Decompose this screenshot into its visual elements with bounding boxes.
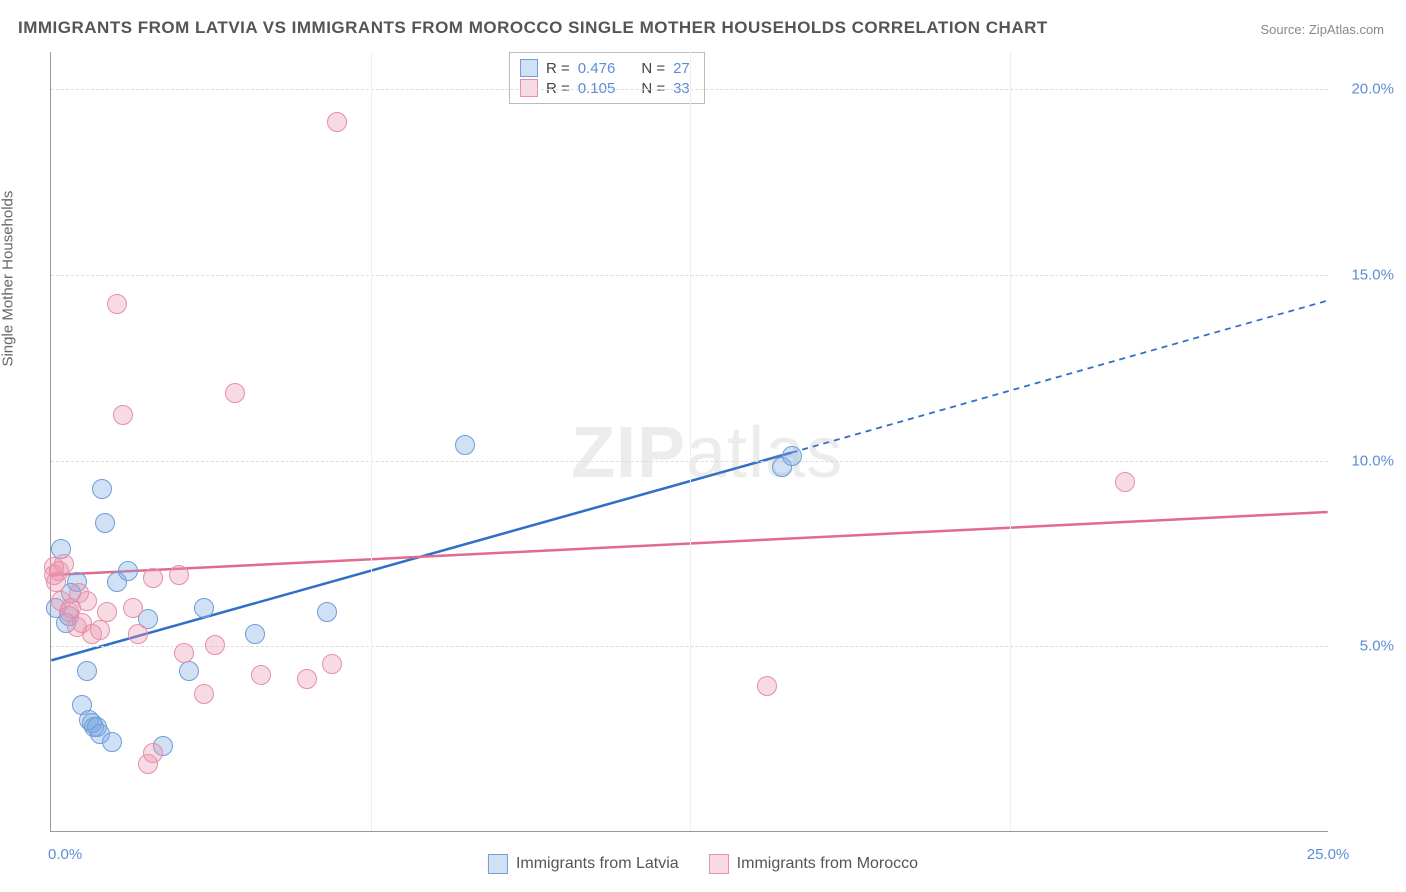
- vgridline: [371, 52, 372, 831]
- y-tick-label: 5.0%: [1360, 638, 1394, 655]
- data-point: [90, 620, 110, 640]
- r-label: R =: [546, 60, 570, 77]
- data-point: [317, 602, 337, 622]
- watermark-zip: ZIP: [571, 413, 686, 493]
- watermark: ZIPatlas: [571, 412, 843, 494]
- data-point: [102, 732, 122, 752]
- data-point: [251, 665, 271, 685]
- y-tick-label: 10.0%: [1351, 452, 1394, 469]
- n-label: N =: [641, 80, 665, 97]
- data-point: [1115, 472, 1135, 492]
- legend-label: Immigrants from Latvia: [516, 855, 679, 873]
- data-point: [123, 598, 143, 618]
- data-point: [322, 654, 342, 674]
- r-value: 0.476: [578, 60, 616, 77]
- n-label: N =: [641, 60, 665, 77]
- legend-item: Immigrants from Morocco: [709, 854, 918, 874]
- data-point: [77, 591, 97, 611]
- legend-label: Immigrants from Morocco: [737, 855, 918, 873]
- stats-row: R = 0.476 N = 27: [520, 59, 690, 77]
- data-point: [169, 565, 189, 585]
- data-point: [245, 624, 265, 644]
- data-point: [174, 643, 194, 663]
- data-point: [128, 624, 148, 644]
- y-tick-label: 20.0%: [1351, 81, 1394, 98]
- series-swatch: [520, 79, 538, 97]
- vgridline: [1010, 52, 1011, 831]
- scatter-plot-area: ZIPatlas R = 0.476 N = 27 R = 0.105 N = 33: [50, 52, 1328, 832]
- data-point: [327, 112, 347, 132]
- data-point: [757, 676, 777, 696]
- n-value: 33: [673, 80, 690, 97]
- data-point: [225, 383, 245, 403]
- data-point: [194, 598, 214, 618]
- data-point: [107, 294, 127, 314]
- legend-item: Immigrants from Latvia: [488, 854, 679, 874]
- data-point: [95, 513, 115, 533]
- data-point: [143, 743, 163, 763]
- data-point: [143, 568, 163, 588]
- data-point: [179, 661, 199, 681]
- trend-line: [51, 453, 791, 661]
- x-origin-label: 0.0%: [48, 846, 82, 863]
- watermark-atlas: atlas: [686, 413, 843, 493]
- data-point: [113, 405, 133, 425]
- legend-swatch: [709, 854, 729, 874]
- data-point: [205, 635, 225, 655]
- r-value: 0.105: [578, 80, 616, 97]
- data-point: [97, 602, 117, 622]
- data-point: [297, 669, 317, 689]
- data-point: [455, 435, 475, 455]
- data-point: [77, 661, 97, 681]
- data-point: [54, 554, 74, 574]
- vgridline: [690, 52, 691, 831]
- series-legend: Immigrants from Latvia Immigrants from Mo…: [488, 854, 918, 874]
- data-point: [782, 446, 802, 466]
- source-attribution: Source: ZipAtlas.com: [1260, 22, 1384, 37]
- stats-row: R = 0.105 N = 33: [520, 79, 690, 97]
- legend-swatch: [488, 854, 508, 874]
- x-tick-label: 25.0%: [1307, 846, 1350, 863]
- data-point: [194, 684, 214, 704]
- r-label: R =: [546, 80, 570, 97]
- y-axis-label: Single Mother Households: [0, 191, 17, 367]
- n-value: 27: [673, 60, 690, 77]
- y-tick-label: 15.0%: [1351, 266, 1394, 283]
- correlation-stats-box: R = 0.476 N = 27 R = 0.105 N = 33: [509, 52, 705, 104]
- data-point: [118, 561, 138, 581]
- chart-title: IMMIGRANTS FROM LATVIA VS IMMIGRANTS FRO…: [18, 18, 1048, 38]
- trend-line-extrapolated: [792, 301, 1328, 453]
- data-point: [92, 479, 112, 499]
- series-swatch: [520, 59, 538, 77]
